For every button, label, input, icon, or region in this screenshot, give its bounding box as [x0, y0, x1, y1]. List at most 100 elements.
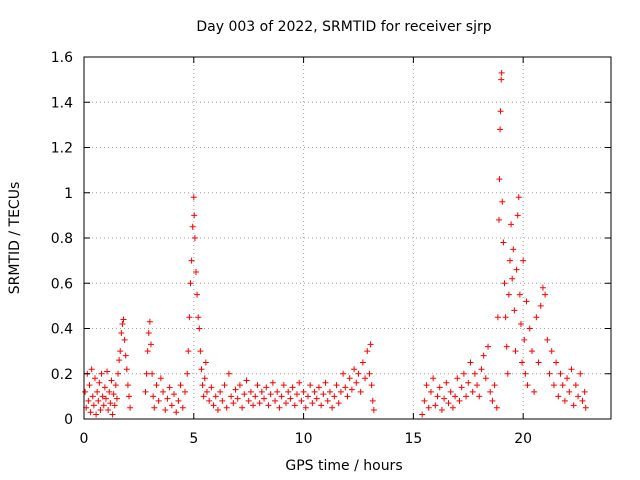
data-point — [474, 382, 481, 389]
data-point — [351, 366, 358, 373]
data-point — [201, 375, 208, 382]
grid-lines — [84, 57, 611, 419]
data-point — [485, 343, 492, 350]
data-point — [504, 370, 511, 377]
data-point — [219, 397, 226, 404]
x-tick-label: 20 — [514, 431, 532, 447]
data-point — [97, 406, 104, 413]
data-point — [559, 382, 566, 389]
data-point — [166, 384, 173, 391]
data-point — [340, 370, 347, 377]
data-point — [200, 393, 207, 400]
data-point — [515, 194, 522, 201]
data-point — [496, 216, 503, 223]
data-point — [118, 330, 125, 337]
data-point — [344, 393, 351, 400]
data-point — [119, 320, 126, 327]
data-point — [566, 388, 573, 395]
data-point — [493, 404, 500, 411]
data-point — [151, 404, 158, 411]
data-point — [577, 370, 584, 377]
data-point — [480, 352, 487, 359]
data-point — [502, 314, 509, 321]
data-point — [335, 400, 342, 407]
data-point — [517, 320, 524, 327]
data-point — [447, 388, 454, 395]
data-point — [185, 348, 192, 355]
data-point — [187, 280, 194, 287]
data-point — [110, 391, 117, 398]
data-point — [206, 397, 213, 404]
data-point — [476, 393, 483, 400]
data-point — [291, 402, 298, 409]
data-point — [210, 402, 217, 409]
data-point — [230, 400, 237, 407]
data-point — [112, 382, 119, 389]
data-point — [432, 402, 439, 409]
data-point — [267, 391, 274, 398]
data-point — [160, 388, 167, 395]
data-point — [528, 348, 535, 355]
chart-title: Day 003 of 2022, SRMTID for receiver sjr… — [196, 19, 491, 35]
data-point — [581, 388, 588, 395]
data-point — [318, 402, 325, 409]
y-tick-label: 0.6 — [51, 276, 73, 292]
data-point — [499, 198, 506, 205]
data-point — [445, 400, 452, 407]
data-point — [157, 375, 164, 382]
data-point — [362, 375, 369, 382]
data-point — [514, 212, 521, 219]
data-point — [489, 397, 496, 404]
data-point — [274, 388, 281, 395]
data-point — [463, 393, 470, 400]
data-point — [570, 402, 577, 409]
data-point — [186, 314, 193, 321]
x-tick-label: 0 — [80, 431, 89, 447]
data-point — [258, 388, 265, 395]
data-point — [197, 348, 204, 355]
axis-ticks: 0 5 10 15 20 0 0.2 0.4 0.6 0.8 1 1.2 1.4 1.6 — [51, 50, 611, 447]
data-point — [168, 402, 175, 409]
data-point — [142, 388, 149, 395]
data-point — [500, 239, 507, 246]
data-point — [421, 397, 428, 404]
data-point — [434, 393, 441, 400]
data-point — [550, 382, 557, 389]
data-point — [369, 397, 376, 404]
data-point — [441, 395, 448, 402]
data-point — [177, 382, 184, 389]
data-point — [520, 257, 527, 264]
data-point — [555, 393, 562, 400]
data-point — [449, 404, 456, 411]
data-point — [88, 366, 95, 373]
data-points — [82, 69, 589, 418]
data-point — [217, 388, 224, 395]
data-point — [256, 400, 263, 407]
data-point — [173, 409, 180, 416]
data-point — [315, 384, 322, 391]
data-point — [496, 176, 503, 183]
data-point — [184, 370, 191, 377]
data-point — [202, 359, 209, 366]
x-tick-label: 10 — [295, 431, 313, 447]
data-point — [506, 257, 513, 264]
data-point — [100, 402, 107, 409]
data-point — [116, 357, 123, 364]
data-point — [454, 375, 461, 382]
data-point — [498, 76, 505, 83]
data-point — [109, 411, 116, 418]
data-point — [533, 314, 540, 321]
data-point — [101, 384, 108, 391]
data-point — [508, 221, 515, 228]
data-point — [503, 343, 510, 350]
data-point — [87, 409, 94, 416]
data-point — [98, 370, 105, 377]
data-point — [120, 316, 127, 323]
data-point — [460, 370, 467, 377]
data-point — [189, 223, 196, 230]
data-point — [283, 400, 290, 407]
data-point — [93, 411, 100, 418]
data-point — [471, 370, 478, 377]
data-point — [523, 298, 530, 305]
data-point — [117, 348, 124, 355]
